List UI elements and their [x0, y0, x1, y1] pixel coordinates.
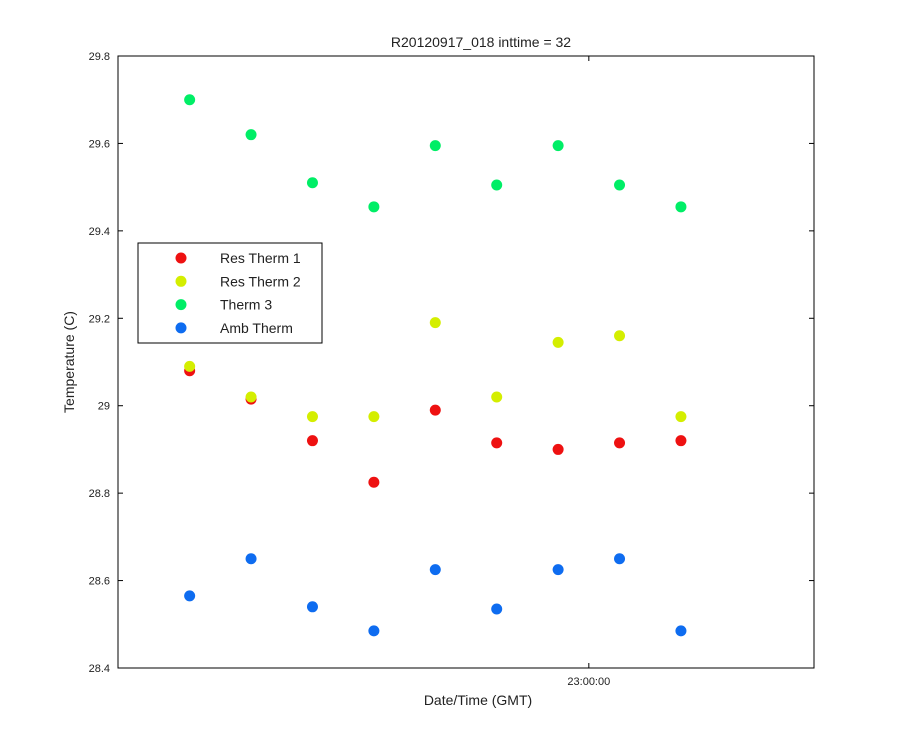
series-therm-3	[184, 94, 687, 213]
data-point	[552, 564, 564, 576]
data-point	[184, 360, 196, 372]
data-point	[184, 590, 196, 602]
data-point	[245, 553, 257, 565]
data-point	[614, 330, 626, 342]
data-point	[675, 435, 687, 447]
y-tick-label: 29.6	[89, 138, 110, 150]
data-point	[429, 317, 441, 329]
data-point	[491, 603, 503, 615]
y-tick-label: 29.8	[89, 51, 110, 63]
legend-box	[137, 242, 323, 344]
data-point	[429, 140, 441, 152]
data-point	[306, 435, 318, 447]
data-point	[184, 94, 196, 106]
data-point	[306, 177, 318, 189]
data-point	[368, 625, 380, 637]
series-amb-therm	[184, 553, 687, 637]
legend-label: Therm 3	[220, 297, 272, 313]
data-point	[614, 179, 626, 191]
data-point	[552, 443, 564, 455]
legend: Res Therm 1 Res Therm 2 Therm 3 Amb Therm	[137, 242, 323, 344]
x-tick-label: 23:00:00	[567, 676, 610, 688]
data-point	[552, 140, 564, 152]
legend-marker	[175, 322, 187, 334]
y-tick-label: 29.2	[89, 313, 110, 325]
data-point	[552, 336, 564, 348]
y-tick-label: 28.8	[89, 488, 110, 500]
axes-box	[117, 55, 815, 669]
data-point	[429, 564, 441, 576]
data-point	[245, 129, 257, 141]
legend-label: Res Therm 2	[220, 273, 301, 289]
data-point	[368, 201, 380, 213]
y-tick-label: 28.4	[89, 663, 110, 675]
data-point	[491, 437, 503, 449]
legend-label: Amb Therm	[220, 320, 293, 336]
y-tick-label: 29.4	[89, 226, 110, 238]
data-point	[306, 411, 318, 423]
y-tick-label: 29	[98, 401, 110, 413]
data-point	[614, 553, 626, 565]
data-point	[614, 437, 626, 449]
data-point	[675, 201, 687, 213]
data-point	[306, 601, 318, 613]
x-axis-label: Date/Time (GMT)	[424, 692, 532, 708]
x-axis: 23:00:00	[567, 56, 610, 688]
data-point	[368, 476, 380, 488]
legend-marker	[175, 252, 187, 264]
data-point	[491, 179, 503, 191]
legend-marker	[175, 299, 187, 311]
series-res-therm-2	[184, 317, 687, 423]
y-axis: 28.4 28.6 28.8 29 29.2 29.4 29.6 29.8	[89, 51, 814, 675]
chart-title: R20120917_018 inttime = 32	[391, 34, 571, 50]
data-point	[368, 411, 380, 423]
legend-label: Res Therm 1	[220, 250, 301, 266]
legend-marker	[175, 275, 187, 287]
data-point	[491, 391, 503, 403]
plot-area	[117, 55, 815, 669]
y-axis-label: Temperature (C)	[61, 311, 77, 413]
data-point	[675, 625, 687, 637]
y-tick-label: 28.6	[89, 576, 110, 588]
data-point	[429, 404, 441, 416]
data-points	[184, 94, 687, 637]
data-point	[245, 391, 257, 403]
data-point	[675, 411, 687, 423]
